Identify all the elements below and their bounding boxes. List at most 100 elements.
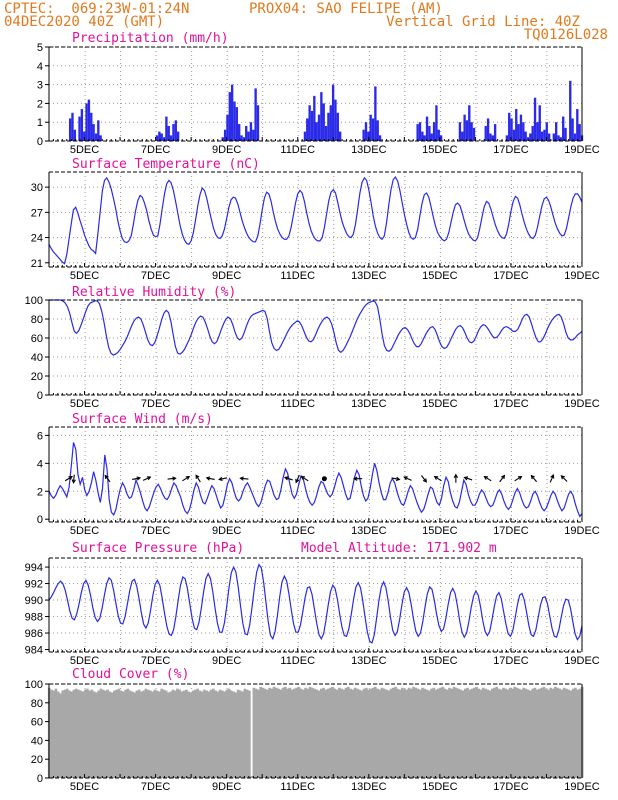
panel-subtitle: Model Altitude: 171.902 m (301, 541, 497, 556)
cloud-bar (268, 687, 271, 778)
precip-bar (362, 129, 365, 141)
cloud-bar (529, 690, 532, 778)
y-tick-label: 40 (31, 352, 43, 364)
precip-bar (374, 86, 377, 141)
cloud-bar (398, 689, 402, 778)
precip-bar (85, 103, 88, 141)
wind-arrow-shaft (561, 475, 568, 482)
cloud-bar (225, 689, 229, 778)
cloud-bar (200, 691, 204, 778)
precip-bar (308, 105, 311, 141)
cloud-bar (319, 688, 323, 778)
cloud-bar (135, 690, 139, 778)
x-tick-label: 11DEC (280, 144, 315, 156)
precip-bar (491, 135, 494, 141)
cloud-bar (259, 686, 262, 778)
pres-line (48, 563, 583, 644)
wind-arrow-head (422, 478, 427, 483)
precip-bar (169, 135, 173, 141)
cloud-bar (493, 687, 496, 778)
cloud-bar (106, 689, 109, 778)
y-tick-label: 24 (31, 233, 43, 245)
x-tick-label: 13DEC (351, 398, 387, 410)
header-location: PROX04: SAO FELIPE (AM) (249, 1, 443, 17)
cloud-bar (286, 688, 289, 778)
wind-vector (433, 475, 442, 482)
precip-bar (576, 109, 579, 141)
wind-arrow-shaft (72, 474, 75, 483)
precip-bar (334, 99, 337, 141)
x-tick-label: 7DEC (141, 525, 170, 537)
panel-title: Relative Humidity (%) (72, 285, 236, 300)
wind-arrow-shaft (464, 476, 473, 481)
cloud-bar (173, 690, 177, 778)
wind-vector (549, 473, 555, 483)
cloud-bar (227, 688, 231, 778)
cloud-bar (497, 688, 501, 778)
cloud-bar (284, 686, 287, 778)
wind-vector (391, 476, 401, 482)
cloud-bar (110, 692, 114, 778)
cloud-bar (506, 689, 510, 778)
wind-arrow-head (433, 475, 439, 480)
precip-bar (533, 97, 537, 141)
cloud-bar (538, 688, 541, 778)
y-tick-label: 984 (25, 645, 43, 657)
wind-arrow-head (295, 478, 300, 484)
precip-bar (557, 135, 560, 141)
x-tick-label: 11DEC (280, 525, 315, 537)
cloud-bar (295, 687, 298, 778)
wind-arrow-head (300, 475, 305, 480)
y-tick-label: 4 (37, 61, 43, 73)
precip-bar (155, 135, 159, 141)
x-tick-label: 7DEC (141, 655, 170, 667)
cloud-bar (436, 688, 440, 778)
cloud-bar (454, 687, 458, 778)
precip-bar (493, 124, 497, 141)
precip-bar (515, 109, 518, 141)
cloud-bar (358, 689, 361, 778)
precip-bar (519, 114, 523, 141)
precip-bar (92, 124, 95, 141)
cloud-bar (576, 689, 580, 778)
cloud-bar (472, 687, 476, 778)
cloud-bar (169, 691, 172, 778)
wind-arrow-head (185, 475, 191, 480)
precip-bar (484, 125, 487, 141)
cloud-bar (275, 687, 278, 778)
cloud-bar (371, 687, 375, 778)
cloud-bar (364, 687, 368, 778)
cloud-bar (378, 689, 382, 778)
wind-arrow-head (239, 476, 244, 481)
x-tick-label: 5DEC (70, 270, 99, 282)
cloud-bar (385, 689, 388, 778)
cloud-bar (115, 689, 118, 778)
precip-bar (223, 129, 227, 141)
precip-bar (571, 118, 574, 141)
cloud-bar (236, 689, 240, 778)
cloud-bar (137, 689, 141, 778)
panel-temp: 21 24 27 30 5DEC 7DEC 9DEC 11DEC 13DEC 15DEC 17DEC… (31, 157, 600, 282)
cloud-bar (562, 687, 566, 778)
x-tick-label: 5DEC (70, 655, 99, 667)
cloud-bar (533, 687, 537, 778)
cloud-bar (277, 688, 280, 778)
wind-arrow-head (136, 476, 142, 481)
precip-bar (226, 114, 229, 141)
cloud-bar (513, 686, 517, 778)
cloud-bar (569, 690, 573, 778)
y-tick-label: 0 (37, 136, 43, 148)
precip-bar (423, 135, 426, 141)
wind-arrow-shaft (421, 475, 427, 483)
cloud-bar (250, 776, 253, 778)
cloud-bar (333, 688, 337, 778)
cloud-bar (524, 688, 528, 778)
cloud-bar (335, 689, 339, 778)
panel-title: Surface Pressure (hPa) (72, 541, 244, 556)
precip-bar (463, 114, 466, 141)
cloud-bar (272, 686, 276, 778)
cloud-bar (185, 689, 188, 778)
y-tick-label: 994 (25, 562, 43, 574)
precip-bar (68, 118, 72, 141)
